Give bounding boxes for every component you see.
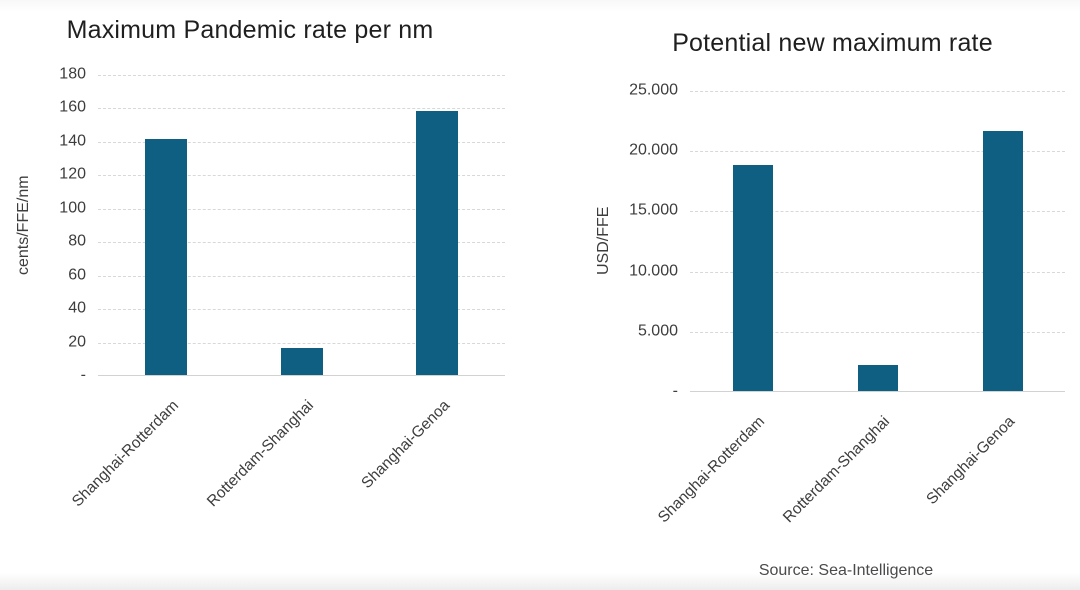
source-caption: Source: Sea-Intelligence: [758, 562, 934, 579]
bar-rotterdam-shanghai: [280, 348, 323, 375]
gridline: [98, 141, 505, 143]
x-category-label: Rotterdam-Shanghai: [780, 413, 894, 527]
x-category-label: Shanghai-Genoa: [923, 413, 1019, 508]
x-category-label: Shanghai-Genoa: [358, 397, 454, 492]
chart-title: Potential new maximum rate: [672, 29, 993, 57]
gridline: [690, 151, 1065, 153]
x-category-label: Shanghai-Rotterdam: [68, 397, 182, 511]
bar-rotterdam-shanghai: [857, 364, 898, 391]
bar-shanghai-genoa: [982, 130, 1023, 391]
y-tick-label: 100: [59, 199, 86, 217]
bar-shanghai-genoa: [416, 110, 459, 375]
y-tick-label: -: [80, 366, 86, 384]
y-tick-label: 160: [59, 99, 86, 117]
bar-shanghai-rotterdam: [144, 139, 187, 375]
chart-title: Maximum Pandemic rate per nm: [66, 16, 434, 44]
gridline: [98, 175, 505, 177]
gridline: [690, 91, 1065, 92]
gridline: [98, 309, 505, 311]
y-axis-label: USD/FFE: [595, 206, 612, 276]
y-tick-label: 180: [59, 65, 86, 83]
plot-area: 180 160 140 120 100 80 60 40 20 - Shanghai-Rotterd…: [59, 66, 505, 510]
y-tick-label: 20: [68, 333, 86, 351]
x-category-label: Rotterdam-Shanghai: [204, 397, 318, 511]
gridline: [98, 108, 505, 110]
x-category-label: Shanghai-Rotterdam: [655, 413, 769, 527]
y-tick-label: 25.000: [629, 81, 678, 99]
y-tick-label: 60: [68, 266, 86, 284]
bar-shanghai-rotterdam: [732, 164, 773, 391]
gridline: [98, 342, 505, 344]
gridline: [98, 208, 505, 210]
y-tick-label: 10.000: [629, 262, 678, 280]
y-tick-label: 20.000: [629, 141, 678, 159]
gridline: [690, 271, 1065, 273]
y-axis-label: cents/FFE/nm: [15, 175, 32, 275]
gridline: [98, 75, 505, 76]
plot-area: 25.000 20.000 15.000 10.000 5.000 - Shanghai-R…: [629, 82, 1065, 526]
gridline: [690, 211, 1065, 213]
y-tick-label: 140: [59, 132, 86, 150]
y-tick-label: 5.000: [637, 322, 678, 340]
gridline: [690, 331, 1065, 333]
gridline: [98, 275, 505, 277]
y-tick-label: 40: [68, 299, 86, 317]
y-tick-label: -: [672, 382, 678, 400]
gridline: [98, 242, 505, 244]
y-tick-label: 80: [68, 232, 86, 250]
y-tick-label: 15.000: [629, 202, 678, 220]
y-tick-label: 120: [59, 165, 86, 183]
